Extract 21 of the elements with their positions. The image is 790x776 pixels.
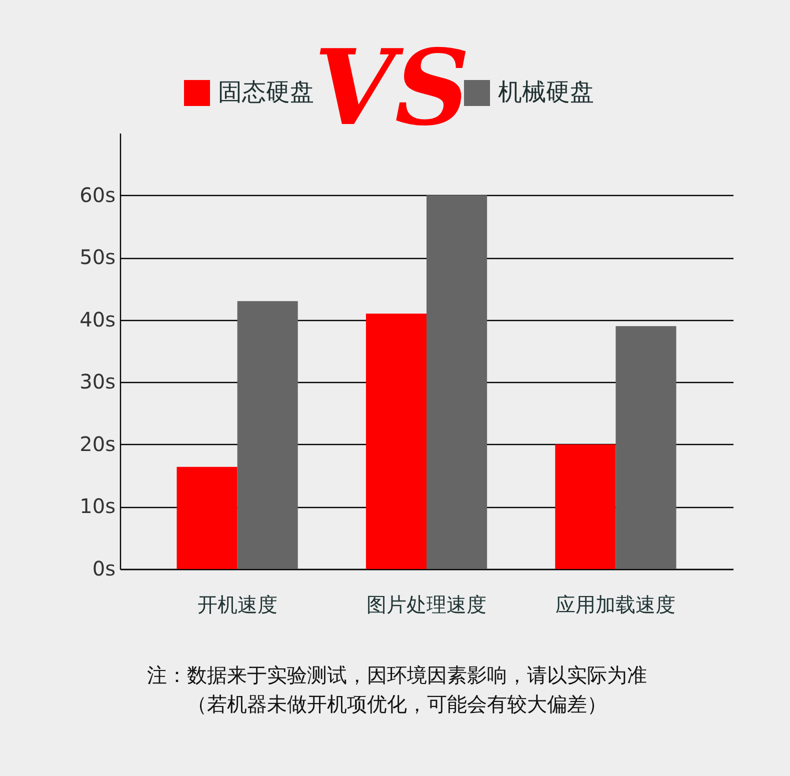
y-tick-label: 10s — [80, 494, 116, 518]
bar — [237, 301, 298, 569]
bar — [176, 466, 238, 569]
x-tick-label: 图片处理速度 — [366, 592, 486, 616]
legend-label: 固态硬盘 — [218, 78, 314, 106]
text: （若机器未做开机项优化，可能会有较大偏差） — [187, 692, 607, 716]
y-tick-label: 30s — [80, 370, 116, 394]
text: 注：数据来于实验测试，因环境因素影响，请以实际为准 — [147, 663, 647, 687]
bar — [366, 314, 426, 569]
y-tick-label: 40s — [80, 307, 116, 332]
annotation: VS — [314, 26, 470, 149]
y-tick-label: 20s — [80, 432, 116, 456]
x-tick-label: 应用加载速度 — [556, 592, 676, 616]
x-tick-label: 开机速度 — [197, 592, 278, 616]
bar — [426, 195, 488, 569]
bar — [555, 444, 616, 569]
y-tick-label: 50s — [80, 245, 116, 270]
bar — [616, 326, 676, 569]
legend-label: 机械硬盘 — [498, 78, 594, 106]
y-tick-label: 0s — [92, 556, 116, 580]
y-tick-label: 60s — [80, 182, 116, 207]
